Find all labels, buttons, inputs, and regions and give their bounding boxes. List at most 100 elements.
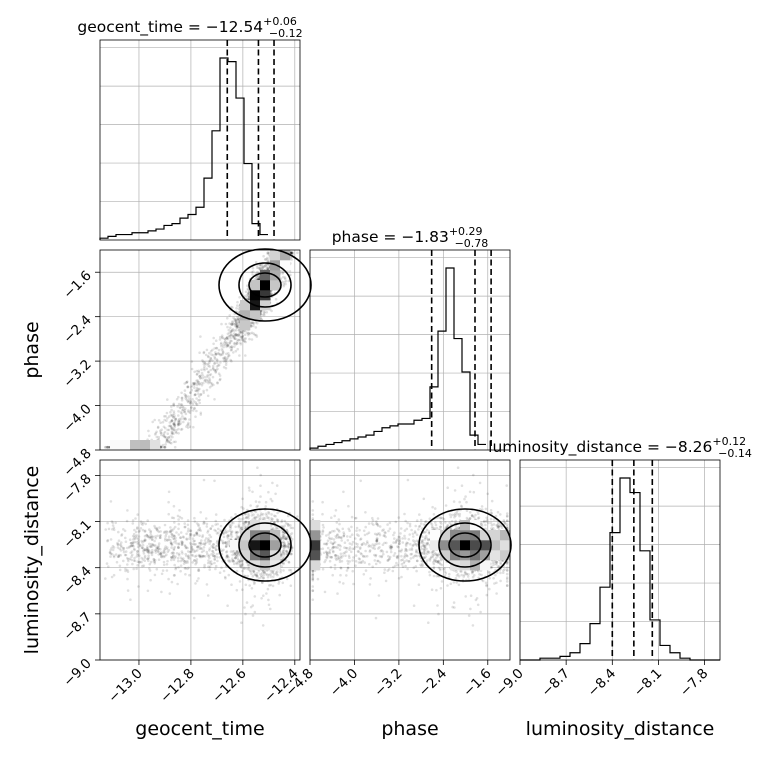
sample-point [181,408,185,412]
sample-point [270,309,273,313]
sample-point [201,535,204,539]
sample-point [267,598,270,602]
sample-point [184,407,187,410]
sample-point [247,486,251,490]
sample-point [197,380,200,384]
sample-point [251,604,255,607]
sample-point [335,521,339,524]
sample-point [146,519,149,522]
sample-point [281,581,285,585]
sample-point [136,513,139,516]
sample-point [117,554,121,558]
sample-point [180,412,184,415]
sample-point [177,518,180,521]
sample-point [182,410,186,414]
sample-point [242,567,246,571]
sample-point [163,445,167,449]
sample-point [176,422,180,426]
sample-point [235,322,239,326]
sample-point [166,530,169,534]
sample-point [129,541,133,545]
sample-point [212,336,215,340]
sample-point [252,570,255,573]
sample-point [244,512,247,516]
sample-point [244,521,248,524]
sample-point [284,282,287,286]
sample-point [154,536,158,540]
sample-point [220,334,224,338]
sample-point [240,562,244,566]
sample-point [199,413,203,416]
sample-point [126,557,130,561]
sample-point [177,414,180,417]
sample-point [174,536,177,540]
sample-point [233,332,236,335]
sample-point [230,328,233,332]
sample-point [169,424,173,428]
sample-point [170,543,174,547]
sample-point [207,370,210,374]
sample-point [235,306,238,310]
sample-point [230,345,234,349]
sample-point [192,616,196,620]
sample-point [172,432,175,436]
sample-point [208,380,211,384]
sample-point [164,415,167,418]
sample-point [213,557,216,560]
sample-point [139,527,143,530]
sample-point [217,351,220,355]
sample-point [181,535,185,538]
sample-point [159,431,163,435]
sample-point [197,524,200,528]
sample-point [159,445,163,449]
sample-point [203,368,206,372]
sample-point [111,521,115,525]
sample-point [203,539,207,542]
sample-point [238,338,242,342]
sample-point [163,418,166,422]
sample-point [186,385,189,389]
sample-point [254,510,258,514]
sample-point [173,521,176,524]
sample-point [183,416,186,420]
sample-point [223,340,227,343]
sample-point [225,357,229,361]
sample-point [220,566,223,569]
sample-point [228,322,231,325]
sample-point [173,423,176,427]
sample-point [281,271,285,274]
sample-point [296,251,299,255]
sample-point [248,489,251,492]
sample-point [237,322,241,325]
sample-point [183,566,187,570]
sample-point [170,430,174,433]
sample-point [265,265,269,269]
sample-point [274,492,277,496]
sample-point [209,560,213,563]
sample-point [183,393,186,396]
sample-point [179,569,182,573]
sample-point [234,513,237,516]
sample-point [177,527,180,531]
sample-point [188,573,191,577]
sample-point [230,583,233,586]
sample-point [223,355,227,359]
sample-point [151,548,154,552]
sample-point [206,552,209,556]
sample-point [208,565,212,569]
sample-point [205,378,209,382]
sample-point [234,530,238,534]
sample-point [161,569,165,572]
sample-point [177,559,180,563]
sample-point [199,335,202,338]
sample-point [213,554,217,558]
sample-point [240,505,243,509]
sample-point [252,570,256,574]
sample-point [282,275,285,279]
sample-point [197,392,200,396]
sample-point [176,424,180,427]
sample-point [215,346,218,350]
sample-point [221,539,224,543]
sample-point [250,338,254,341]
sample-point [148,562,152,566]
